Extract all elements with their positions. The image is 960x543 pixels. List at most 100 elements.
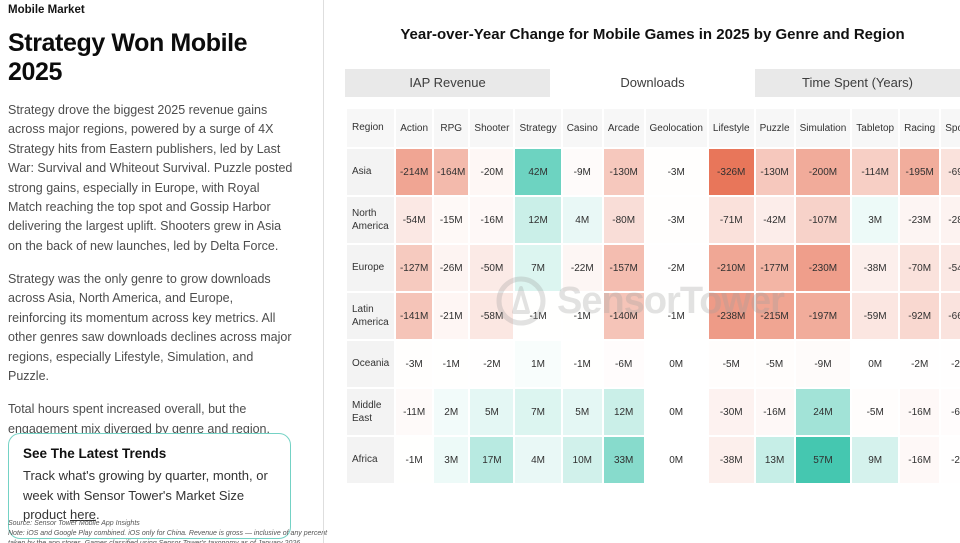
heatmap-cell: 13M (755, 437, 794, 483)
heatmap-table: Region Action RPG Shooter Strategy Casino Arca… (345, 107, 960, 485)
table-row: Middle East -11M 2M 5M 7M 5M 12M 0M -30M -16M 24M -… (347, 389, 960, 435)
callout-text: Track what's growing by quarter, month, … (23, 468, 268, 522)
heatmap-cell: -238M (708, 293, 754, 339)
page-title: Strategy Won Mobile 2025 (8, 29, 248, 86)
heatmap-cell: -58M (470, 293, 514, 339)
column-header-puzzle: Puzzle (755, 109, 794, 147)
table-row: Asia -214M -164M -20M 42M -9M -130M -3M -326M -13… (347, 149, 960, 195)
heatmap-cell: -16M (470, 197, 514, 243)
latest-trends-callout: See The Latest Trends Track what's growi… (8, 433, 291, 539)
heatmap-cell: -15M (434, 197, 469, 243)
tab-downloads[interactable]: Downloads (550, 69, 755, 97)
heatmap-cell: -1M (434, 341, 469, 387)
heatmap-cell: 0M (645, 341, 707, 387)
heatmap-cell: 17M (470, 437, 514, 483)
tab-iap-revenue[interactable]: IAP Revenue (345, 69, 550, 97)
note-line: Note: iOS and Google Play combined. iOS … (8, 530, 328, 543)
heatmap-cell: -210M (708, 245, 754, 291)
heatmap-cell: 7M (515, 245, 561, 291)
heatmap-cell: -2M (645, 245, 707, 291)
heatmap-cell: -9M (562, 149, 602, 195)
row-header-middle-east: Middle East (347, 389, 395, 435)
heatmap-cell: -1M (562, 341, 602, 387)
heatmap-cell: -200M (795, 149, 851, 195)
heatmap-cell: -16M (900, 437, 940, 483)
heatmap-cell: -157M (603, 245, 644, 291)
heatmap-cell: -130M (755, 149, 794, 195)
paragraph-2: Strategy was the only genre to grow down… (8, 272, 292, 383)
heatmap-cell: 1M (515, 341, 561, 387)
heatmap-cell: -70M (900, 245, 940, 291)
heatmap-cell: -5M (852, 389, 899, 435)
heatmap-wrapper: Region Action RPG Shooter Strategy Casino Arca… (345, 107, 960, 485)
heatmap-cell: -177M (755, 245, 794, 291)
heatmap-cell: 2M (434, 389, 469, 435)
heatmap-cell: 0M (852, 341, 899, 387)
heatmap-cell: 33M (603, 437, 644, 483)
heatmap-cell: -230M (795, 245, 851, 291)
heatmap-cell: -2M (900, 341, 940, 387)
heatmap-cell: -130M (603, 149, 644, 195)
table-row: North America -54M -15M -16M 12M 4M -80M -3M -71… (347, 197, 960, 243)
heatmap-cell: -140M (603, 293, 644, 339)
heatmap-cell: -5M (708, 341, 754, 387)
heatmap-cell: -50M (470, 245, 514, 291)
row-header-latin-america: Latin America (347, 293, 395, 339)
tab-time-spent[interactable]: Time Spent (Years) (755, 69, 960, 97)
heatmap-cell: 57M (795, 437, 851, 483)
table-row: Europe -127M -26M -50M 7M -22M -157M -2M -210M -1… (347, 245, 960, 291)
heatmap-cell: -20M (470, 149, 514, 195)
callout-text-after: . (96, 507, 100, 522)
heatmap-cell: 12M (515, 197, 561, 243)
heatmap-cell: -28M (941, 197, 960, 243)
table-row: Oceania -3M -1M -2M 1M -1M -6M 0M -5M -5M -9M 0M -2M… (347, 341, 960, 387)
heatmap-cell: -80M (603, 197, 644, 243)
heatmap-cell: -197M (795, 293, 851, 339)
here-link[interactable]: here (69, 507, 97, 522)
heatmap-cell: -92M (900, 293, 940, 339)
heatmap-cell: 4M (515, 437, 561, 483)
heatmap-cell: -54M (941, 245, 960, 291)
heatmap-cell: 3M (434, 437, 469, 483)
heatmap-cell: -2M (941, 341, 960, 387)
heatmap-cell: 4M (562, 197, 602, 243)
heatmap-cell: -164M (434, 149, 469, 195)
heatmap-cell: -127M (396, 245, 433, 291)
heatmap-cell: 0M (645, 389, 707, 435)
header-row: Region Action RPG Shooter Strategy Casino Arca… (347, 109, 960, 147)
chart-title: Year-over-Year Change for Mobile Games i… (400, 26, 905, 43)
heatmap-cell: -3M (645, 197, 707, 243)
heatmap-cell: -214M (396, 149, 433, 195)
row-header-asia: Asia (347, 149, 395, 195)
table-row: Latin America -141M -21M -58M -1M -1M -140M -1M… (347, 293, 960, 339)
heatmap-cell: -26M (434, 245, 469, 291)
heatmap-cell: -195M (900, 149, 940, 195)
heatmap-cell: 7M (515, 389, 561, 435)
heatmap-cell: -2M (941, 437, 960, 483)
heatmap-cell: 10M (562, 437, 602, 483)
column-header-casino: Casino (562, 109, 602, 147)
chart-panel: Year-over-Year Change for Mobile Games i… (345, 0, 960, 543)
heatmap-cell: -16M (755, 389, 794, 435)
column-header-rpg: RPG (434, 109, 469, 147)
column-header-simulation: Simulation (795, 109, 851, 147)
column-header-racing: Racing (900, 109, 940, 147)
heatmap-cell: -107M (795, 197, 851, 243)
table-row: Africa -1M 3M 17M 4M 10M 33M 0M -38M 13M 57M 9M -16M… (347, 437, 960, 483)
left-panel: Mobile Market Strategy Won Mobile 2025 S… (8, 0, 327, 543)
region-column-header: Region (347, 109, 395, 147)
column-header-strategy: Strategy (515, 109, 561, 147)
heatmap-cell: -16M (900, 389, 940, 435)
heatmap-cell: -11M (396, 389, 433, 435)
heatmap-cell: 9M (852, 437, 899, 483)
column-header-arcade: Arcade (603, 109, 644, 147)
heatmap-cell: -2M (470, 341, 514, 387)
heatmap-cell: -6M (603, 341, 644, 387)
heatmap-cell: -30M (708, 389, 754, 435)
metric-tabs: IAP Revenue Downloads Time Spent (Years) (345, 69, 960, 97)
heatmap-cell: -59M (852, 293, 899, 339)
callout-body: Track what's growing by quarter, month, … (23, 466, 276, 525)
heatmap-cell: -71M (708, 197, 754, 243)
column-header-action: Action (396, 109, 433, 147)
